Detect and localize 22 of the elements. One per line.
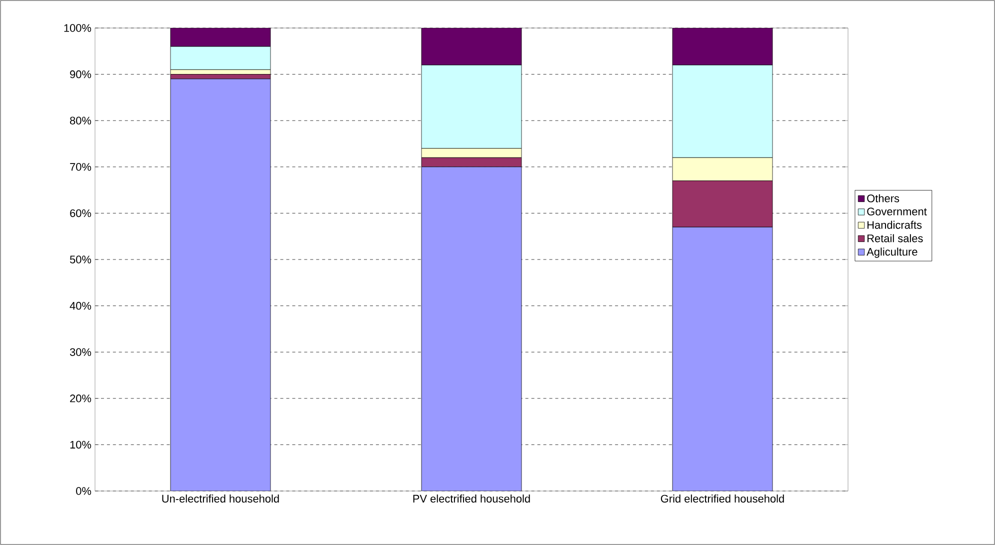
x-tick-label: Un-electrified household (162, 494, 279, 503)
y-tick-label: 80% (70, 116, 92, 124)
y-tick-label: 70% (70, 163, 92, 171)
y-tick-label: 100% (64, 24, 92, 32)
bar (421, 166, 522, 491)
y-tick-label: 10% (70, 440, 92, 449)
y-tick-label: 0% (76, 487, 92, 495)
y-tick-label: 30% (70, 348, 92, 356)
bar (170, 78, 271, 491)
legend-label: Others (867, 194, 900, 202)
y-tick-label: 40% (70, 302, 92, 310)
x-tick-label: Grid electrified household (660, 494, 784, 503)
legend-label: Handicrafts (868, 220, 922, 229)
y-tick-label: 90% (70, 70, 92, 78)
bar (672, 226, 773, 491)
y-tick-label: 20% (70, 394, 92, 402)
y-tick-label: 50% (70, 256, 92, 264)
legend-label: Retail sales (868, 234, 923, 242)
legend-label: Agliculture (866, 248, 918, 258)
y-tick-label: 60% (70, 209, 92, 218)
legend-label: Government (867, 208, 927, 216)
x-tick-label: PV electrified household (413, 494, 530, 503)
